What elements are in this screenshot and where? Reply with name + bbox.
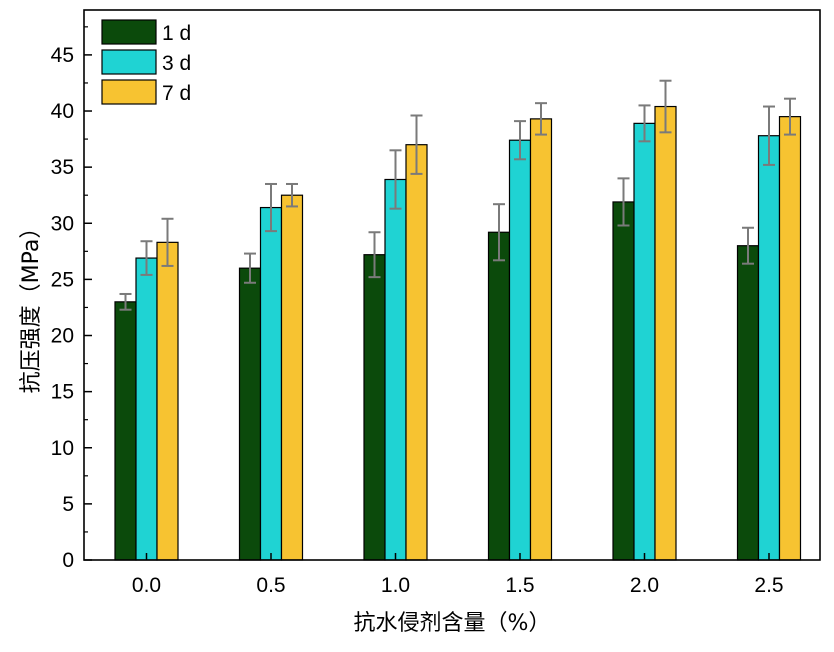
y-tick-label: 20 — [51, 325, 74, 348]
legend-swatch-7d — [101, 79, 157, 105]
bar-1d-2.0 — [612, 201, 635, 561]
bar-7d-1.5 — [529, 118, 553, 561]
error-bars-layer — [119, 79, 796, 311]
y-axis-title: 抗压强度（MPa） — [19, 217, 44, 394]
bar-7d-0.5 — [280, 194, 304, 561]
bar-1d-1.5 — [487, 231, 511, 561]
y-tick-label: 5 — [62, 493, 74, 516]
x-tick-label: 1.0 — [381, 574, 410, 597]
x-axis-title: 抗水侵剂含量（%） — [354, 611, 551, 636]
legend-label: 7 d — [162, 82, 191, 105]
bar-1d-0.5 — [238, 267, 262, 561]
bar-7d-0.0 — [156, 241, 179, 561]
bar-3d-2.0 — [633, 122, 656, 561]
x-tick-label: 0.0 — [132, 574, 161, 597]
y-tick-label: 0 — [62, 549, 74, 572]
y-tick-label: 30 — [51, 212, 74, 235]
y-tick-label: 10 — [51, 437, 74, 460]
bar-3d-0.5 — [259, 206, 283, 561]
y-axis: 0 5 10 15 20 25 30 35 40 45 — [51, 26, 92, 572]
bar-7d-1.0 — [405, 144, 428, 561]
x-axis: 0.0 0.5 1.0 1.5 2.0 2.5 — [132, 553, 784, 597]
plot-frame — [83, 9, 821, 561]
bar-1d-0.0 — [114, 301, 137, 561]
bar-3d-1.0 — [384, 178, 407, 561]
y-tick-label: 40 — [51, 100, 74, 123]
legend: 1 d 3 d 7 d — [101, 19, 191, 105]
bar-7d-2.5 — [778, 116, 802, 561]
bar-3d-0.0 — [135, 257, 158, 561]
bar-1d-1.0 — [363, 254, 386, 561]
bar-7d-2.0 — [654, 105, 677, 561]
y-tick-label: 25 — [51, 268, 74, 291]
x-tick-label: 2.5 — [754, 574, 783, 597]
x-tick-label: 0.5 — [256, 574, 285, 597]
legend-swatch-1d — [101, 19, 157, 45]
bars-layer — [114, 105, 802, 561]
legend-label: 3 d — [162, 52, 191, 75]
legend-label: 1 d — [162, 22, 191, 45]
x-tick-label: 1.5 — [505, 574, 534, 597]
y-tick-label: 45 — [51, 44, 74, 67]
bar-3d-1.5 — [508, 139, 532, 561]
bar-1d-2.5 — [736, 245, 760, 561]
legend-swatch-3d — [101, 49, 157, 75]
bar-3d-2.5 — [757, 135, 781, 561]
y-tick-label: 35 — [51, 156, 74, 179]
y-tick-label: 15 — [51, 381, 74, 404]
x-tick-label: 2.0 — [630, 574, 659, 597]
